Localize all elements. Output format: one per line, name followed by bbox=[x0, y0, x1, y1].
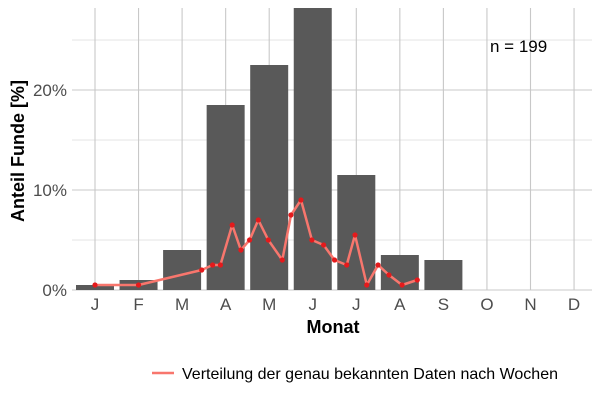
x-tick-label: N bbox=[524, 295, 536, 314]
weekly-data-point bbox=[298, 197, 304, 203]
x-tick-label: M bbox=[262, 295, 276, 314]
weekly-data-point bbox=[399, 282, 405, 288]
weekly-data-point bbox=[247, 237, 253, 243]
x-tick-label: J bbox=[352, 295, 361, 314]
x-tick-label: O bbox=[480, 295, 493, 314]
weekly-data-point bbox=[217, 262, 224, 268]
weekly-data-point bbox=[321, 242, 327, 248]
bar-4 bbox=[206, 105, 245, 290]
x-tick-label: M bbox=[175, 295, 189, 314]
y-axis-title: Anteil Funde [%] bbox=[8, 80, 28, 222]
weekly-data-point bbox=[344, 262, 350, 268]
bar-layer bbox=[76, 8, 463, 290]
bar-7 bbox=[337, 175, 376, 290]
weekly-data-point bbox=[255, 217, 261, 223]
x-tick-label: J bbox=[309, 295, 318, 314]
bar-3 bbox=[163, 250, 202, 290]
y-tick-label: 0% bbox=[42, 281, 67, 300]
weekly-data-point bbox=[92, 282, 98, 288]
weekly-data-point bbox=[375, 262, 381, 268]
weekly-data-point bbox=[229, 222, 235, 228]
weekly-data-point bbox=[414, 277, 420, 283]
x-tick-label: F bbox=[133, 295, 143, 314]
x-tick-label: A bbox=[394, 295, 406, 314]
x-tick-label: S bbox=[438, 295, 449, 314]
bar-5 bbox=[250, 65, 289, 290]
line-layer bbox=[92, 197, 420, 288]
y-tick-label: 20% bbox=[33, 81, 67, 100]
weekly-data-point bbox=[135, 282, 142, 288]
weekly-data-point bbox=[331, 257, 338, 263]
weekly-data-point bbox=[352, 232, 358, 238]
x-axis-title: Monat bbox=[307, 317, 360, 337]
bar-6 bbox=[293, 8, 332, 290]
legend: Verteilung der genau bekannten Daten nac… bbox=[152, 366, 558, 383]
weekly-data-point bbox=[364, 282, 370, 288]
weekly-data-point bbox=[238, 247, 244, 253]
weekly-data-point bbox=[309, 237, 315, 243]
y-tick-layer: 0% 10% 20% bbox=[33, 81, 67, 300]
weekly-data-point bbox=[265, 237, 271, 243]
x-tick-label: J bbox=[91, 295, 100, 314]
x-tick-label: A bbox=[220, 295, 232, 314]
x-tick-label: D bbox=[568, 295, 580, 314]
weekly-data-point bbox=[386, 272, 392, 278]
legend-label: Verteilung der genau bekannten Daten nac… bbox=[182, 366, 558, 383]
weekly-data-point bbox=[199, 267, 205, 273]
y-tick-label: 10% bbox=[33, 181, 67, 200]
sample-size-annotation: n = 199 bbox=[490, 37, 547, 56]
bar-9 bbox=[424, 260, 463, 290]
weekly-data-point bbox=[279, 257, 285, 263]
weekly-data-point bbox=[288, 212, 294, 218]
weekly-data-point bbox=[209, 262, 216, 268]
